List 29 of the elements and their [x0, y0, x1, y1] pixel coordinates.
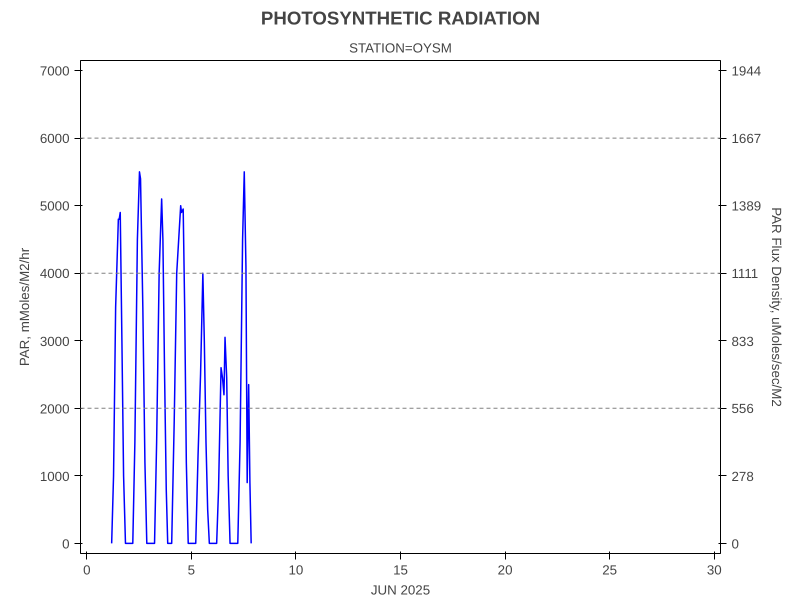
chart-title: PHOTOSYNTHETIC RADIATION	[260, 8, 540, 28]
y2-tick-label: 1389	[732, 198, 762, 214]
y-tick-label: 5000	[40, 198, 70, 214]
y-tick-label: 6000	[40, 131, 70, 146]
y2-axis-title: PAR Flux Density, uMoles/sec/M2	[769, 207, 784, 407]
y-tick-label: 3000	[40, 334, 70, 349]
y-tick-label: 0	[62, 536, 70, 552]
y2-tick-label: 0	[732, 536, 739, 552]
x-tick-label: 25	[602, 562, 618, 578]
y-axis-title: PAR, mMoles/M2/hr	[16, 247, 32, 366]
x-tick-label: 5	[188, 562, 196, 578]
y2-tick-label: 278	[732, 468, 754, 484]
y2-tick-label: 1944	[732, 64, 762, 79]
y2-tick-label: 1667	[732, 131, 762, 146]
y-tick-label: 2000	[40, 401, 70, 416]
x-tick-label: 0	[83, 562, 90, 578]
line-series	[110, 171, 252, 544]
y-tick-label: 4000	[40, 266, 70, 282]
x-axis-title: JUN 2025	[370, 582, 430, 598]
y-tick-label: 1000	[40, 468, 70, 484]
x-tick-label: 20	[498, 562, 512, 578]
chart-subtitle: STATION=OYSM	[349, 40, 452, 56]
x-tick-label: 15	[393, 562, 408, 578]
y-tick-label: 7000	[40, 64, 70, 79]
y2-tick-label: 1111	[732, 266, 758, 282]
y2-tick-label: 833	[732, 334, 754, 349]
x-tick-label: 30	[706, 562, 722, 578]
x-tick-label: 10	[288, 562, 304, 578]
y2-tick-label: 556	[732, 401, 754, 416]
